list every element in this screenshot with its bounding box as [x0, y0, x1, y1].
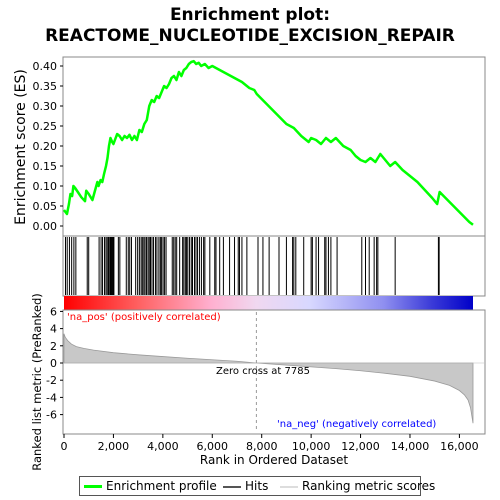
- es-layer: [62, 59, 474, 226]
- es-y-tick-label: 0.15: [33, 160, 58, 173]
- legend-label-enrichment: Enrichment profile: [106, 479, 217, 493]
- x-tick-label: 14,000: [391, 440, 430, 453]
- legend-swatch-enrichment: [84, 485, 102, 488]
- metric-layer: [63, 312, 484, 432]
- legend-label-ranking: Ranking metric scores: [302, 479, 436, 493]
- legend: Enrichment profile Hits Ranking metric s…: [79, 476, 435, 496]
- rank-gradient-bar: [64, 296, 473, 310]
- x-tick-label: 6,000: [197, 440, 229, 453]
- x-tick-label: 2,000: [98, 440, 130, 453]
- es-y-tick-label: 0.35: [33, 80, 58, 93]
- es-y-tick-label: 0.10: [33, 180, 58, 193]
- metric-y-tick-label: 0: [50, 357, 57, 370]
- zero-cross-label: Zero cross at 7785: [216, 366, 310, 377]
- pos-label: 'na_pos' (positively correlated): [67, 312, 221, 323]
- axes-layer: 0.00 0.05 0.10 0.15 0.20 0.25 0.30 0.35 0.40 -6 -4…: [33, 60, 479, 453]
- metric-y-tick-label: 2: [50, 340, 57, 353]
- es-y-tick-label: 0.05: [33, 200, 58, 213]
- metric-axis-title: Ranked list metric (PreRanked): [30, 293, 44, 471]
- hits-layer: [64, 237, 440, 295]
- legend-label-hits: Hits: [245, 479, 269, 493]
- es-y-tick-label: 0.40: [33, 60, 58, 73]
- es-y-tick-label: 0.00: [33, 220, 58, 233]
- x-tick-label: 10,000: [292, 440, 331, 453]
- title-line-1: Enrichment plot:: [169, 5, 331, 25]
- es-y-tick-label: 0.30: [33, 100, 58, 113]
- x-tick-label: 16,000: [440, 440, 479, 453]
- metric-y-tick-label: 6: [50, 305, 57, 318]
- legend-swatch-ranking: [280, 486, 298, 488]
- es-y-tick-label: 0.20: [33, 140, 58, 153]
- metric-y-tick-label: -2: [46, 374, 57, 387]
- es-axis-title: Enrichment score (ES): [13, 69, 29, 225]
- enrichment-profile-line: [62, 59, 474, 226]
- x-tick-label: 8,000: [246, 440, 278, 453]
- x-axis-title: Rank in Ordered Dataset: [200, 453, 348, 467]
- x-tick-label: 4,000: [147, 440, 179, 453]
- title-line-2: REACTOME_NUCLEOTIDE_EXCISION_REPAIR: [45, 26, 455, 46]
- x-tick-label: 12,000: [341, 440, 380, 453]
- metric-y-tick-label: -6: [46, 409, 57, 422]
- es-y-tick-label: 0.25: [33, 120, 58, 133]
- neg-label: 'na_neg' (negatively correlated): [277, 419, 436, 430]
- ranking-metric-area: [63, 333, 474, 424]
- metric-y-tick-label: 4: [50, 323, 57, 336]
- x-tick-label: 0: [61, 440, 68, 453]
- hits-panel-frame: [62, 235, 486, 297]
- legend-swatch-hits: [223, 486, 241, 488]
- metric-y-tick-label: -4: [46, 391, 57, 404]
- es-panel-frame: [62, 56, 486, 237]
